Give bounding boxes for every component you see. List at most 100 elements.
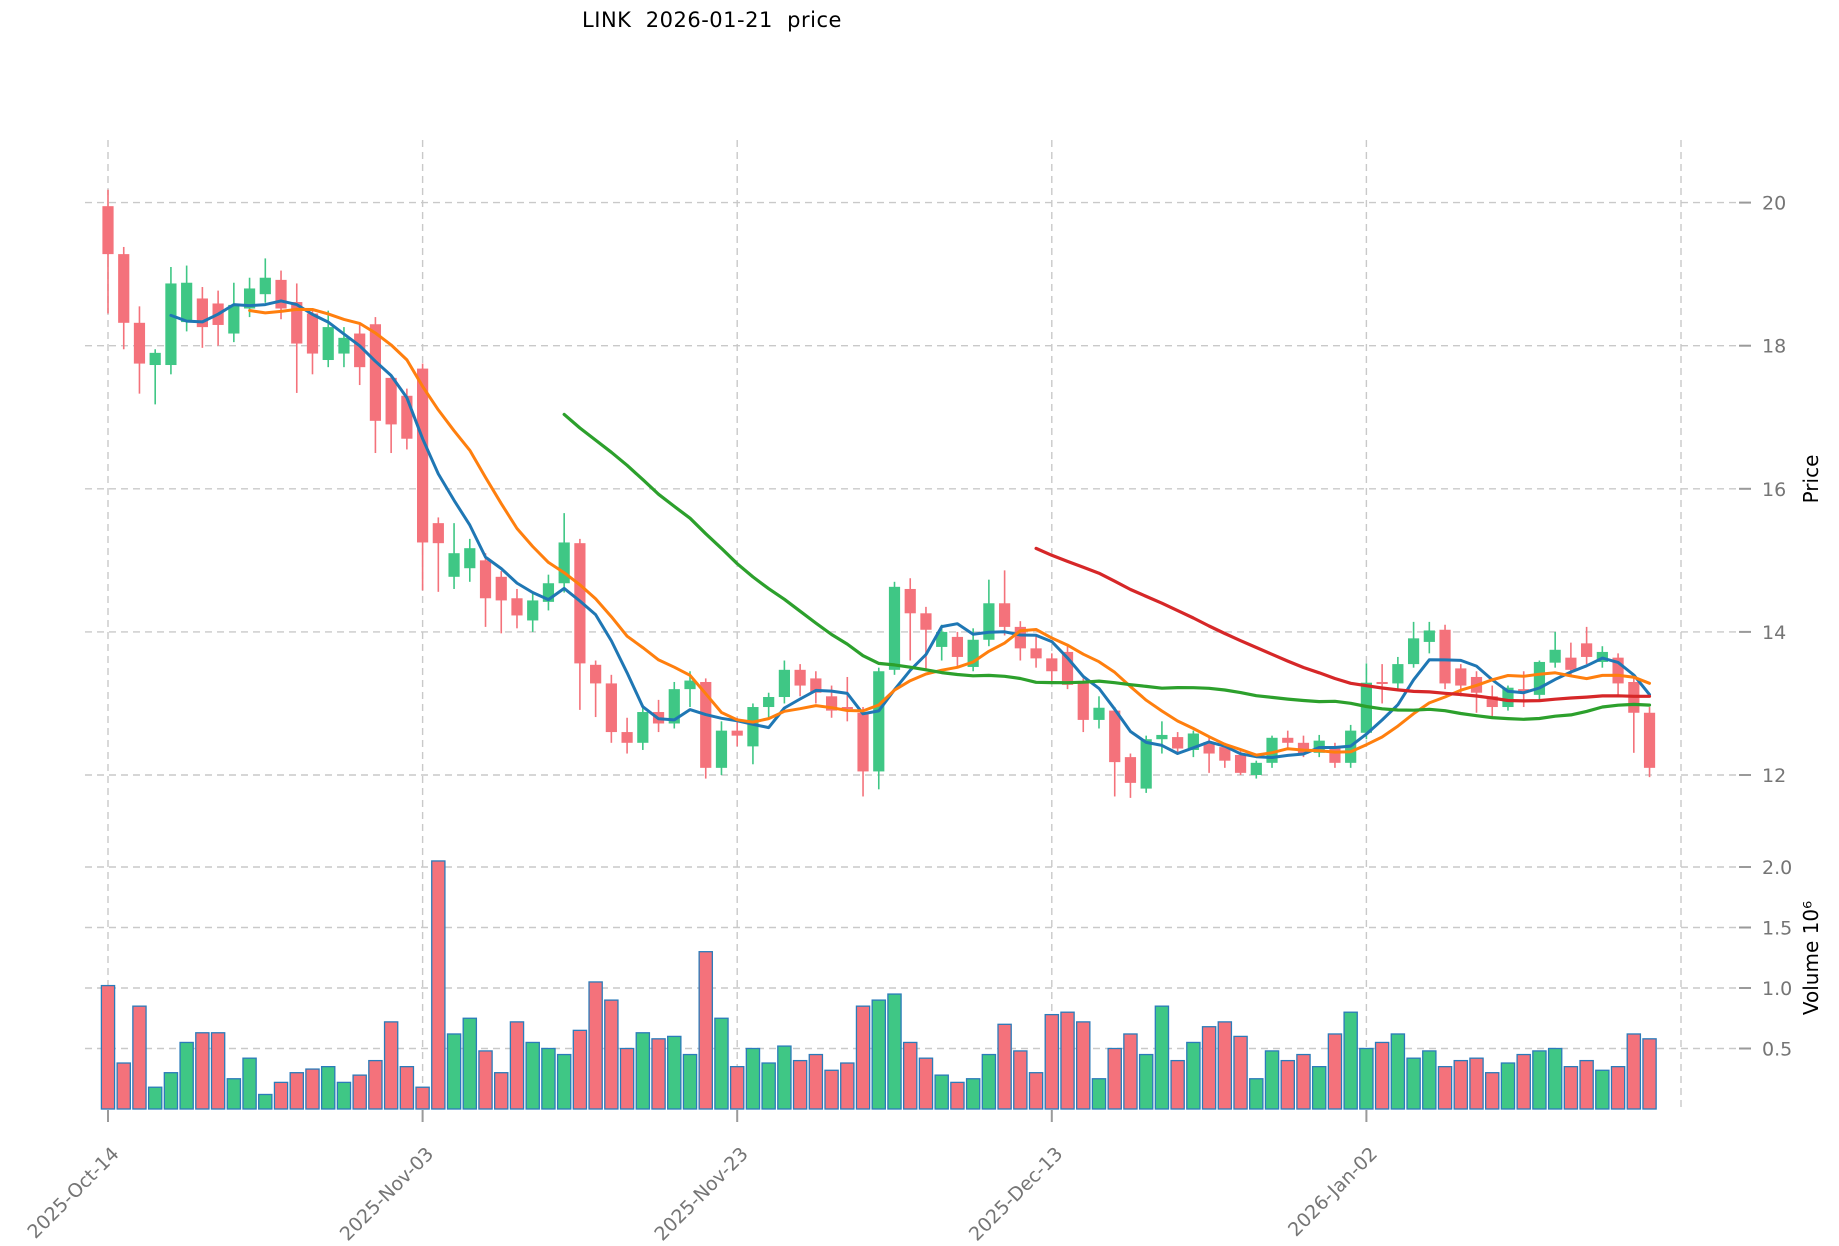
candle-up: [1250, 762, 1262, 775]
volume-bar: [824, 1069, 839, 1110]
volume-bar: [761, 1062, 776, 1110]
candle-down: [825, 696, 838, 711]
candle-down: [1455, 668, 1467, 686]
candle-down: [574, 543, 586, 664]
volume-bar: [1390, 1033, 1406, 1110]
volume-bar: [1154, 1005, 1170, 1110]
candle-down: [810, 678, 822, 693]
date-tick-label: 2025-Oct-14: [23, 1143, 123, 1243]
volume-tick-label: 1.0: [1762, 978, 1792, 1000]
candle-down: [1109, 710, 1121, 763]
candle-down: [133, 322, 146, 364]
candle-down: [432, 523, 444, 544]
candle-up: [967, 639, 979, 667]
volume-bar: [478, 1050, 493, 1110]
candle-down: [1376, 681, 1388, 684]
volume-bar: [1595, 1069, 1610, 1110]
candle-up: [322, 327, 334, 361]
candle-down: [857, 712, 869, 772]
volume-bar: [981, 1053, 997, 1110]
volume-bar: [965, 1078, 981, 1110]
volume-bar: [635, 1032, 651, 1110]
volume-tick-label: 2.0: [1762, 857, 1792, 879]
ma-line-sma-30: [562, 412, 1652, 721]
volume-bar: [1028, 1072, 1044, 1110]
candle-down: [291, 302, 303, 344]
candle-down: [1518, 689, 1530, 692]
candle-down: [118, 254, 130, 323]
candle-up: [1502, 687, 1514, 708]
volume-bar: [588, 981, 603, 1110]
volume-bar: [745, 1047, 761, 1110]
candle-up: [684, 680, 696, 690]
candle-down: [605, 683, 617, 733]
date-tick-label: 2025-Nov-23: [650, 1143, 752, 1245]
volume-bar: [840, 1062, 855, 1110]
volume-bar: [1044, 1013, 1060, 1110]
volume-bar: [918, 1057, 934, 1110]
candle-up: [542, 583, 555, 602]
volume-bar: [1280, 1059, 1296, 1110]
candle-up: [1549, 649, 1561, 663]
volume-bar: [1500, 1062, 1516, 1110]
candle-down: [1643, 712, 1656, 768]
candle-up: [1392, 664, 1404, 684]
candle-down: [1581, 643, 1593, 657]
volume-bar: [399, 1066, 415, 1110]
volume-bar: [289, 1072, 305, 1110]
volume-bar: [415, 1086, 430, 1110]
volume-bar: [446, 1033, 462, 1110]
candle-up: [747, 707, 759, 747]
ma-line-sma-60: [1034, 546, 1652, 703]
volume-bar: [1422, 1050, 1437, 1110]
volume-bar: [997, 1023, 1012, 1110]
volume-bar: [1532, 1050, 1547, 1110]
volume-bar: [1091, 1078, 1107, 1110]
candle-up: [1407, 638, 1420, 665]
candle-down: [1486, 696, 1498, 708]
candle-up: [165, 283, 177, 366]
volume-bar: [1201, 1026, 1217, 1110]
volume-bar: [525, 1041, 540, 1110]
candle-down: [920, 613, 932, 630]
candle-down: [590, 664, 602, 684]
volume-bar: [871, 999, 887, 1110]
candle-up: [1156, 734, 1168, 740]
candle-up: [1533, 661, 1546, 695]
axis-titles: Price Volume 10⁶: [1799, 455, 1823, 1016]
volume-bar: [1547, 1047, 1563, 1110]
candle-wick: [909, 578, 912, 661]
price-tick-label: 16: [1762, 479, 1786, 501]
volume-bar: [320, 1066, 336, 1110]
candle-up: [873, 671, 885, 772]
volume-bar: [305, 1068, 320, 1110]
volume-bar: [808, 1053, 824, 1110]
volume-bar: [1233, 1035, 1248, 1110]
candle-wick: [925, 606, 927, 670]
volume-bar: [887, 993, 902, 1110]
candle-down: [354, 333, 366, 368]
candle-up: [778, 669, 790, 698]
volume-bar: [556, 1053, 572, 1110]
volume-bar: [1484, 1072, 1500, 1110]
volume-bar: [572, 1029, 588, 1110]
volume-bar: [493, 1072, 509, 1110]
candle-up: [1187, 733, 1199, 750]
price-tick-label: 20: [1762, 193, 1786, 215]
candle-up: [527, 600, 539, 621]
volume-bar: [1610, 1066, 1626, 1110]
candle-up: [1266, 737, 1278, 763]
volume-bar: [1217, 1021, 1233, 1110]
candle-up: [983, 603, 995, 640]
volume-tick-label: 0.5: [1762, 1039, 1792, 1061]
candle-down: [999, 603, 1011, 627]
candle-wick: [846, 676, 849, 722]
volume-bar: [1437, 1066, 1453, 1110]
candle-up: [715, 730, 728, 768]
volume-bar: [777, 1045, 792, 1110]
date-tick-label: 2026-Jan-02: [1284, 1143, 1382, 1241]
volume-bar: [242, 1057, 257, 1110]
volume-bar: [258, 1093, 273, 1110]
candle-down: [196, 298, 208, 328]
volume-bar: [462, 1017, 478, 1110]
